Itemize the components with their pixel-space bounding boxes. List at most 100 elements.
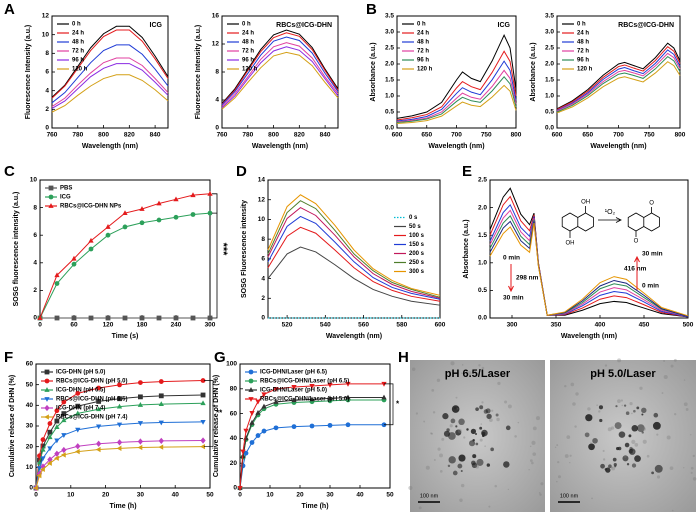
marker (96, 385, 102, 391)
plot-frame (489, 179, 689, 319)
texture (587, 407, 591, 411)
particle (505, 425, 511, 431)
marker (105, 315, 111, 321)
series-line (396, 76, 517, 124)
legend-label: 24 h (577, 31, 589, 37)
y-axis-label: Absorbance (a.u.) (530, 42, 537, 101)
particle (470, 428, 477, 435)
plot-frame (396, 15, 517, 129)
series-line (221, 29, 339, 104)
texture (532, 452, 537, 456)
marker (105, 224, 111, 229)
particle (634, 455, 641, 462)
x-tick-label: 540 (320, 322, 331, 329)
marker (71, 261, 77, 267)
x-tick-label: 60 (70, 322, 78, 329)
y-tick-label: 8 (261, 236, 265, 243)
marker (200, 378, 206, 383)
marker (158, 420, 164, 426)
series-line (221, 36, 339, 106)
marker (54, 408, 60, 414)
marker (61, 411, 67, 416)
texture (459, 498, 463, 502)
x-tick-label: 840 (320, 132, 331, 139)
texture (604, 364, 608, 367)
x-tick-label: 40 (172, 492, 180, 499)
x-tick-label: 50 (386, 492, 394, 499)
texture (433, 459, 436, 461)
y-tick-label: 8 (215, 69, 219, 76)
annotation: 30 min (503, 295, 524, 302)
y-tick-label: 0 (45, 125, 49, 132)
texture (432, 411, 436, 414)
y-tick-label: 20 (26, 443, 34, 450)
annotation: 0 min (642, 283, 659, 290)
marker (291, 424, 297, 430)
panel-label: A (4, 1, 15, 18)
texture (504, 400, 508, 404)
y-tick-label: 1.5 (478, 232, 487, 239)
texture (564, 454, 569, 458)
particle (631, 425, 638, 432)
marker (207, 190, 213, 196)
series-line (51, 25, 169, 98)
legend-label: 96 h (417, 58, 429, 64)
reaction-arrow (598, 217, 622, 223)
particle (616, 447, 620, 451)
marker (47, 456, 53, 463)
marker (44, 397, 50, 402)
marker (137, 402, 144, 407)
texture (670, 364, 674, 368)
legend-label: 0 s (409, 215, 418, 221)
series-line (51, 29, 169, 99)
x-tick-label: 560 (358, 322, 369, 329)
texture (539, 493, 542, 496)
marker (54, 424, 60, 429)
x-tick-label: 180 (137, 322, 148, 329)
particle (631, 463, 637, 468)
marker (200, 400, 206, 406)
y-tick-label: 1.0 (545, 93, 554, 100)
x-axis-label: Wavelength (nm) (428, 143, 484, 150)
marker (47, 421, 53, 426)
texture (415, 412, 419, 415)
marker (291, 385, 297, 390)
panel-label: G (214, 349, 226, 366)
particle (592, 437, 598, 444)
texture (479, 438, 483, 442)
marker (248, 387, 254, 392)
texture (449, 424, 453, 428)
marker (381, 394, 387, 400)
texture (634, 443, 639, 447)
texture (437, 447, 441, 451)
texture (531, 461, 534, 465)
texture (492, 374, 495, 376)
marker (207, 210, 213, 216)
marker (95, 446, 101, 453)
series-line (396, 50, 517, 121)
particle (618, 431, 626, 438)
particle (614, 422, 622, 430)
legend-label: 96 h (242, 58, 254, 64)
x-tick-label: 600 (392, 132, 403, 139)
marker (44, 404, 50, 412)
x-tick-label: 760 (217, 132, 228, 139)
marker (75, 443, 81, 450)
marker (54, 272, 60, 278)
marker (122, 210, 128, 216)
y-tick-label: 20 (230, 460, 238, 467)
y-tick-label: 60 (26, 361, 34, 368)
marker (44, 387, 50, 392)
y-tick-label: 2.5 (545, 45, 554, 52)
plot-frame (39, 179, 211, 319)
marker (158, 393, 164, 399)
x-tick-label: 650 (421, 132, 432, 139)
x-tick-label: 750 (481, 132, 492, 139)
annotation: 0 min (503, 255, 520, 262)
x-tick-label: 40 (356, 492, 364, 499)
texture (607, 427, 612, 432)
particle (475, 407, 479, 411)
texture (556, 480, 558, 483)
panel-label: C (4, 163, 15, 180)
legend-label: 24 h (72, 31, 84, 37)
